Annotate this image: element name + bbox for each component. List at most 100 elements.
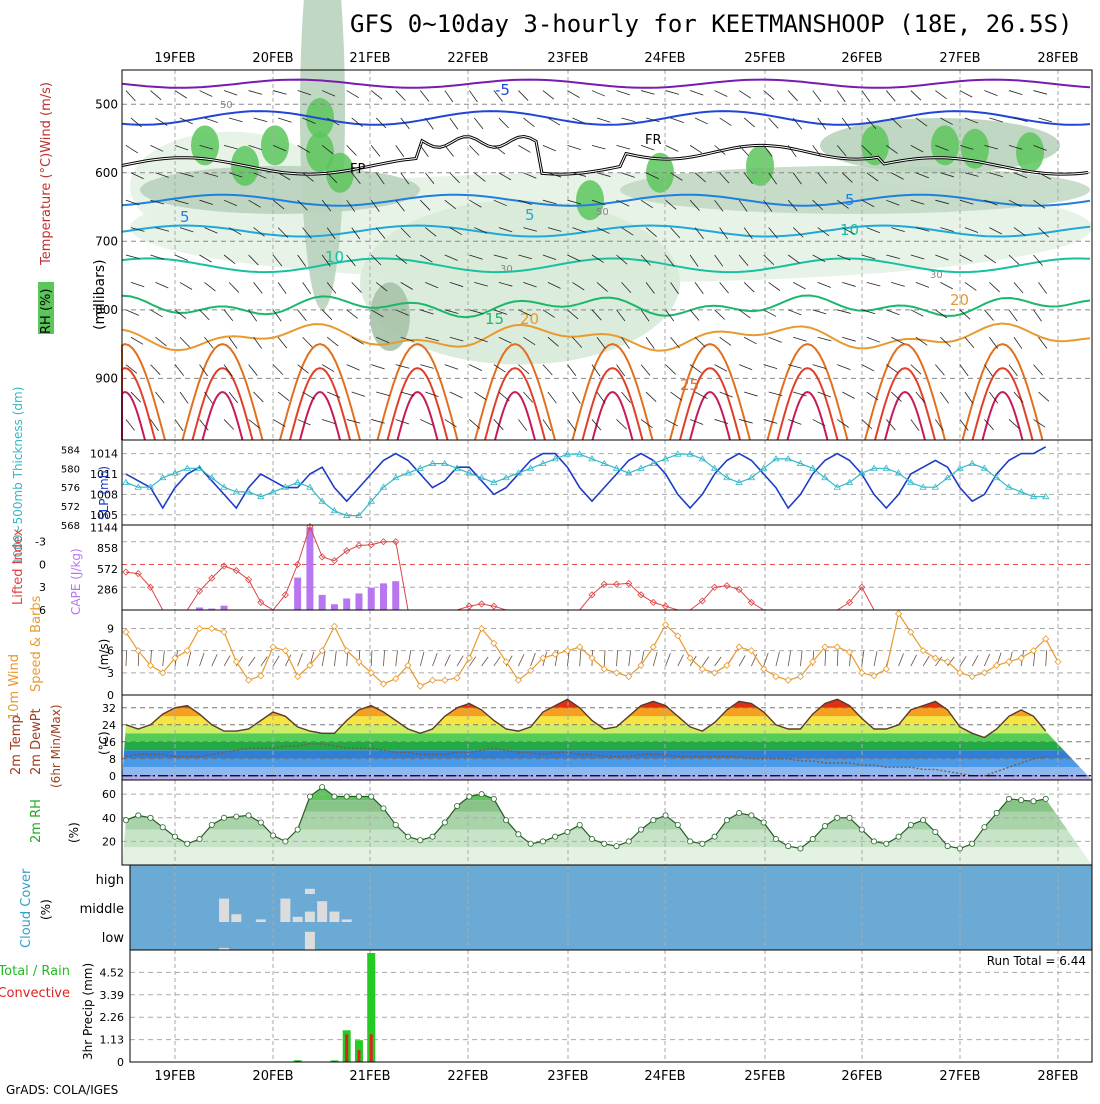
cloud-bar-middle (255, 919, 266, 922)
temperature-band (122, 775, 1092, 780)
wind-barb (989, 117, 1003, 123)
wind-barb (400, 227, 411, 238)
cape-bar (220, 605, 228, 610)
thickness-marker (404, 469, 412, 476)
wind-barb-10m (935, 656, 943, 667)
wind-barb (842, 282, 856, 287)
wind-barb (812, 145, 822, 157)
wind-barb (277, 391, 290, 402)
wind-marker (993, 661, 1001, 670)
rh-marker (233, 813, 240, 820)
wind-barb (449, 391, 463, 399)
wind-barb (542, 145, 556, 152)
wind-marker (404, 661, 412, 670)
wind-barb (371, 364, 385, 370)
rh-marker (1005, 795, 1012, 802)
wind-barb (321, 199, 332, 212)
wind-barb (425, 282, 439, 289)
wind-barb (155, 172, 169, 178)
rh-marker (405, 833, 412, 840)
wind-marker (171, 654, 179, 662)
wind-barb (694, 117, 708, 125)
wind-barb (302, 391, 315, 400)
warm-contour (766, 343, 849, 441)
wind-barb (670, 336, 680, 349)
wind-barb (469, 145, 480, 156)
temp-tick-label: 32 (102, 702, 116, 715)
x-tick-label-top: 24FEB (644, 51, 685, 66)
thickness-marker (514, 469, 523, 476)
wind-marker (306, 661, 314, 670)
warm-contour (591, 390, 634, 441)
wind-barb (788, 309, 802, 316)
rh-shade (620, 165, 1090, 214)
wind-barb (474, 172, 486, 182)
wind-barb (714, 419, 729, 424)
temperature-band (122, 733, 1092, 742)
wind-barb (817, 336, 832, 342)
wind-barb (130, 282, 145, 288)
thickness-marker (502, 474, 510, 481)
wind-barb (1008, 309, 1018, 322)
wind-barb (763, 90, 775, 100)
wind-barb (743, 117, 756, 128)
wind-barb (719, 391, 733, 398)
wind-barb (179, 117, 193, 125)
x-tick-label-bottom: 25FEB (744, 1069, 785, 1084)
wind-barb-10m (824, 650, 827, 667)
wind-barb (351, 336, 364, 345)
wind-marker (208, 624, 216, 633)
wind-barb (1038, 227, 1049, 238)
wind-barb (277, 336, 288, 349)
thickness-tick-label: 576 (61, 483, 80, 494)
wind-barb (150, 90, 162, 100)
warm-contour (191, 367, 254, 441)
cape-bar (392, 581, 400, 610)
thickness-marker (477, 474, 486, 481)
wind-barb (420, 419, 434, 426)
wind-barb (689, 419, 704, 425)
thickness-marker (551, 455, 559, 462)
rh-marker (821, 823, 828, 830)
wind-barb (1033, 90, 1048, 95)
wind-barb (1008, 90, 1023, 95)
y-tick-label: 800 (95, 303, 118, 317)
rh-high-shade (746, 145, 774, 186)
thickness-marker (232, 488, 241, 495)
wind-barb (689, 254, 699, 267)
wind-barb-10m (530, 652, 536, 667)
lifted-marker (858, 583, 866, 591)
wind-barb (253, 172, 267, 179)
temperature-contour (121, 257, 1091, 274)
wind-barb (910, 145, 924, 153)
chart-title: GFS 0~10day 3-hourly for KEETMANSHOOP (1… (350, 10, 1073, 38)
rh-marker (588, 836, 595, 843)
wind-barb (964, 336, 975, 349)
wind-barb (861, 90, 871, 103)
wind-barb (346, 419, 361, 424)
wind-marker (747, 647, 755, 655)
warm-contour (786, 390, 829, 441)
wind-barb (616, 254, 628, 265)
wind-barb (297, 364, 309, 374)
wind-marker (919, 647, 927, 655)
wind-barb-10m (444, 654, 451, 667)
wind-barb (302, 117, 316, 124)
wind-barb (738, 309, 751, 319)
thickness-marker (490, 478, 498, 485)
wind-marker (661, 621, 670, 629)
wind-marker (1042, 635, 1050, 643)
x-tick-label-top: 21FEB (349, 51, 390, 66)
thickness-marker (416, 464, 424, 471)
thickness-marker (1029, 492, 1038, 500)
rh-marker (748, 812, 755, 819)
y-axis-label-temp-units: (°C) (97, 731, 111, 755)
temperature-contour (121, 110, 1091, 126)
x-tick-label-top: 19FEB (154, 51, 195, 66)
wind-marker (1005, 658, 1013, 666)
wind-barb (793, 336, 807, 342)
wind-barb (199, 419, 209, 431)
wind-barb (768, 227, 778, 239)
y-axis-label-thickness: 1000~500mb Thickness (dm) (11, 387, 25, 565)
wind-tick-label: 3 (107, 667, 114, 680)
